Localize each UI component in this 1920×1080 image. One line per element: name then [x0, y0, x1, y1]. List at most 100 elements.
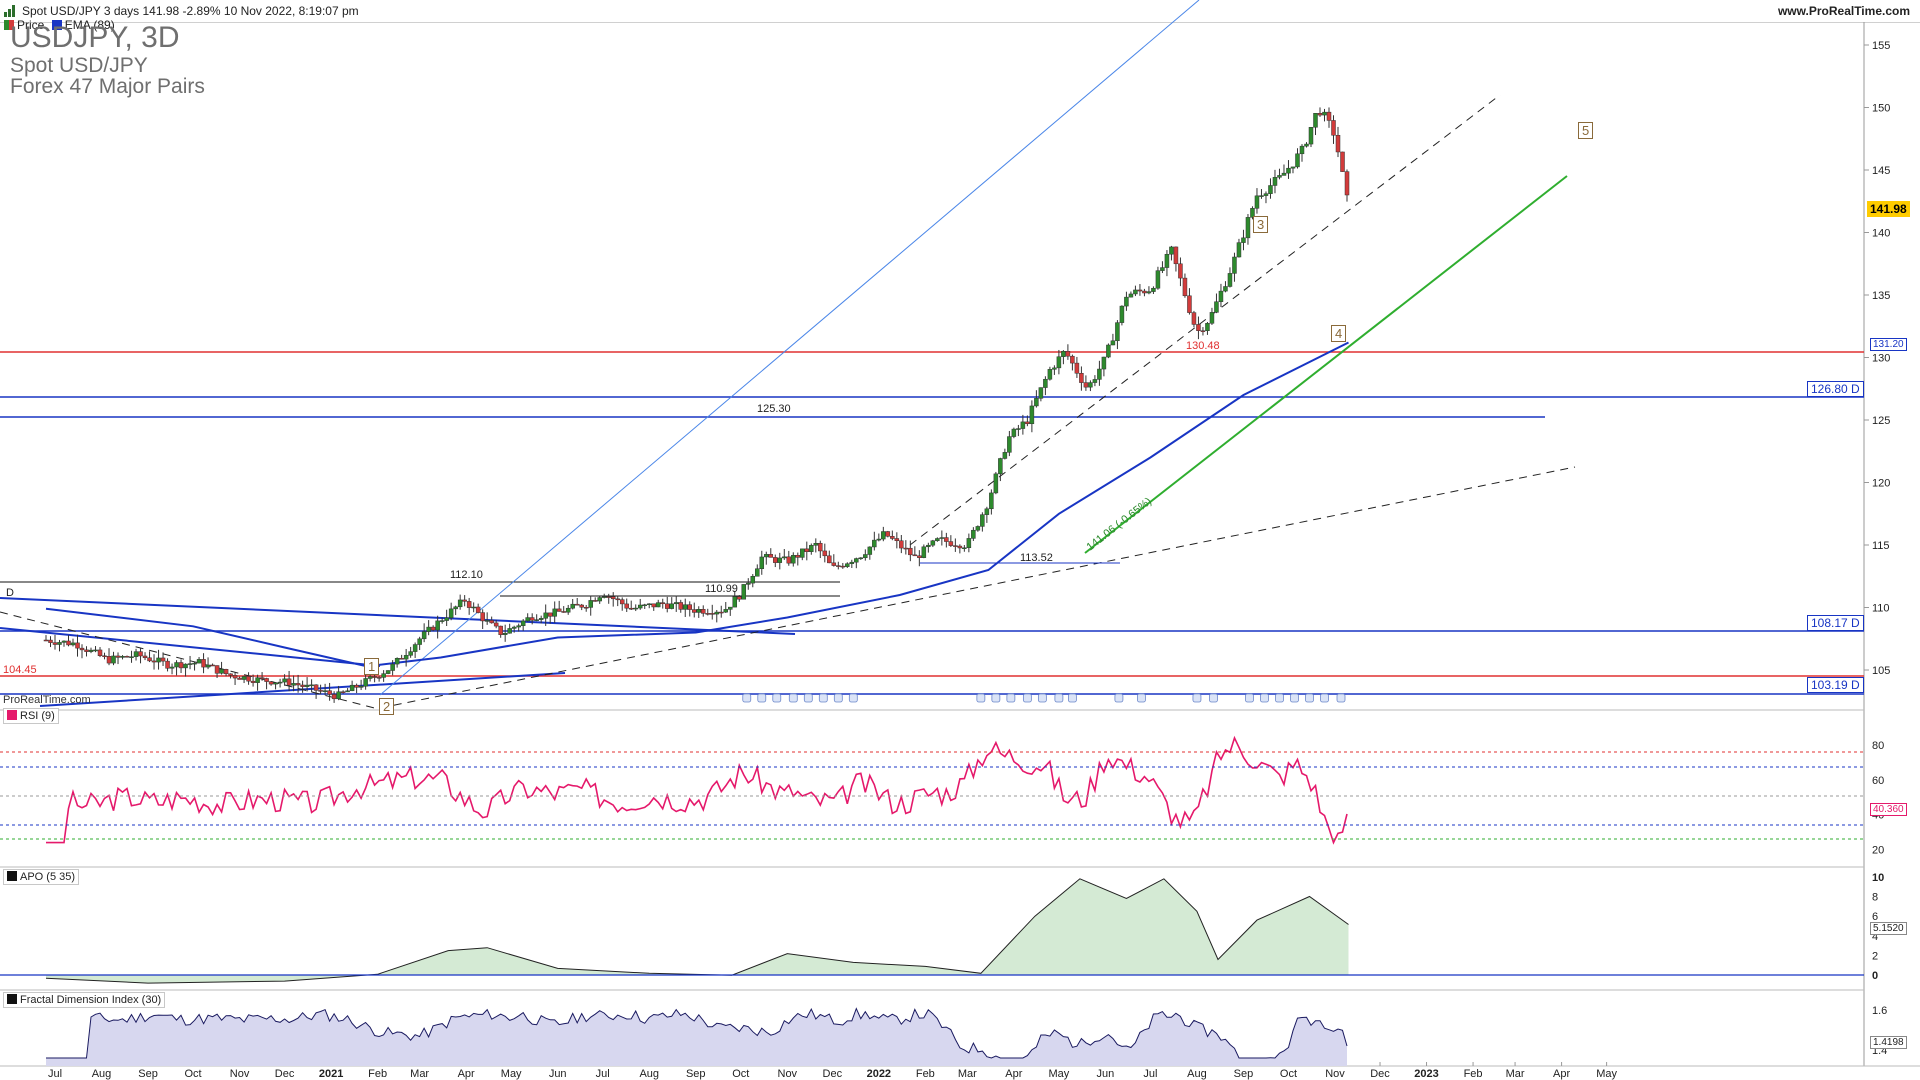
downtrend-line-lower[interactable]: [0, 627, 381, 667]
candle-body: [980, 514, 985, 527]
candle-body: [201, 659, 206, 668]
chart-header-title: Spot USD/JPY 3 days 141.98 -2.89% 10 Nov…: [22, 4, 359, 18]
price-candles[interactable]: [43, 107, 1350, 703]
time-tick-label: Aug: [1187, 1068, 1207, 1080]
apo-area[interactable]: [45, 878, 1349, 984]
time-tick-label: Apr: [1553, 1068, 1570, 1080]
candle-body: [1101, 356, 1107, 370]
event-marker-icon: [742, 693, 752, 703]
candle-body: [876, 538, 882, 541]
candle-body: [57, 642, 62, 645]
event-marker-icon: [757, 693, 767, 703]
time-tick-label: Dec: [823, 1068, 843, 1080]
apo-polyline: [45, 878, 1349, 984]
candle-body: [372, 676, 377, 678]
time-tick-label: Sep: [686, 1068, 706, 1080]
candle-body: [1191, 312, 1197, 325]
time-tick-label: 2021: [319, 1068, 343, 1080]
price-tick-label: 150: [1872, 103, 1890, 115]
event-marker-icon: [1336, 693, 1346, 703]
candle-body: [448, 608, 454, 619]
time-tick-label: Sep: [138, 1068, 158, 1080]
wave-3-label: 3: [1253, 216, 1269, 233]
time-tick-label: Dec: [275, 1068, 295, 1080]
level-108-17-label: 108.17 D: [1807, 615, 1864, 631]
apo-tick-label: 10: [1872, 872, 1884, 884]
candle-body: [1025, 421, 1030, 425]
candle-body: [327, 690, 332, 695]
candle-body: [1079, 373, 1084, 383]
support-trend-line[interactable]: [1084, 175, 1568, 554]
apo-legend[interactable]: APO (5 35): [3, 869, 80, 885]
candle-body: [1124, 296, 1129, 307]
candle-body: [282, 678, 287, 683]
candle-body: [556, 608, 562, 612]
candle-body: [1200, 330, 1206, 332]
downtrend-line[interactable]: [0, 597, 796, 635]
event-markers[interactable]: [742, 693, 1346, 703]
rsi-tick-label: 80: [1872, 740, 1884, 752]
time-tick-label: Nov: [230, 1068, 250, 1080]
candle-body: [971, 529, 976, 539]
candle-body: [1074, 362, 1080, 374]
candle-body: [1182, 277, 1188, 297]
candle-body: [475, 606, 481, 613]
time-tick-label: Jul: [48, 1068, 62, 1080]
candle-body: [682, 604, 688, 610]
lower-channel-line[interactable]: [379, 466, 1576, 709]
instrument-name: Spot USD/JPY: [10, 54, 148, 77]
candle-body: [737, 596, 742, 600]
candle-body: [498, 625, 503, 635]
candle-body: [169, 666, 175, 669]
fan-line[interactable]: [379, 0, 1200, 696]
price-tick-label: 140: [1872, 228, 1890, 240]
time-tick-label: Aug: [92, 1068, 112, 1080]
fdi-legend-label: Fractal Dimension Index (30): [20, 994, 162, 1006]
candle-body: [196, 659, 202, 664]
candle-body: [1020, 421, 1026, 429]
fdi-swatch-icon: [7, 994, 17, 1004]
candle-body: [570, 603, 575, 609]
candle-body: [291, 683, 296, 686]
candle-body: [1214, 301, 1219, 313]
candle-body: [1038, 387, 1044, 399]
candle-body: [921, 546, 927, 558]
candle-body: [417, 638, 422, 645]
candle-body: [565, 607, 571, 613]
candle-body: [854, 558, 859, 563]
fdi-legend[interactable]: Fractal Dimension Index (30): [3, 992, 166, 1008]
candle-body: [1268, 185, 1273, 194]
candle-body: [1272, 177, 1278, 186]
site-url[interactable]: www.ProRealTime.com: [1777, 4, 1910, 18]
event-marker-icon: [1114, 693, 1124, 703]
annotation-130-48: 130.48: [1186, 340, 1220, 352]
event-marker-icon: [1037, 693, 1047, 703]
dashed-down-line[interactable]: [0, 611, 391, 713]
candle-body: [264, 678, 269, 682]
ema-legend-label: EMA (89): [64, 18, 115, 32]
rsi-legend[interactable]: RSI (9): [3, 708, 59, 724]
candle-body: [1052, 367, 1057, 370]
candle-body: [1115, 322, 1120, 342]
candle-body: [588, 600, 593, 608]
upper-channel-line[interactable]: [909, 94, 1501, 546]
instrument-group: Forex 47 Major Pairs: [10, 75, 205, 98]
candle-body: [574, 603, 580, 606]
candle-body: [106, 656, 112, 664]
candle-body: [1106, 344, 1111, 358]
rsi-line[interactable]: [46, 735, 1348, 845]
candle-body: [394, 658, 400, 665]
time-tick-label: Jun: [1097, 1068, 1115, 1080]
candle-body: [1092, 379, 1098, 383]
fdi-area[interactable]: [46, 1007, 1348, 1066]
time-tick-label: Oct: [184, 1068, 201, 1080]
candle-body: [714, 611, 720, 615]
candle-body: [755, 568, 760, 577]
price-legend[interactable]: Price EMA (89): [4, 17, 115, 33]
candle-body: [79, 647, 85, 651]
ema-line[interactable]: [45, 341, 1349, 668]
time-tick-label: Mar: [958, 1068, 977, 1080]
time-tick-label: Apr: [458, 1068, 475, 1080]
candle-body: [624, 603, 629, 609]
